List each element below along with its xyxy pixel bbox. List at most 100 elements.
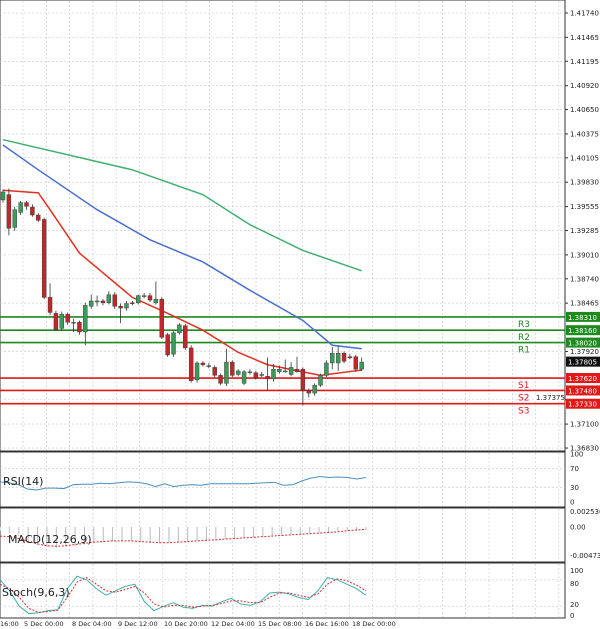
candle-bullish [194, 362, 200, 381]
current-price-label: 1.37805 [568, 359, 597, 367]
candle-bearish [100, 300, 106, 303]
candle-bullish [12, 209, 17, 228]
candle-bearish [347, 356, 353, 358]
stoch-title: Stoch(9,6,3) [2, 586, 70, 599]
candle-bullish [277, 368, 282, 373]
candle-bullish [330, 353, 335, 364]
candle-bearish [183, 325, 188, 349]
candle-bullish [0, 191, 6, 201]
candle-bullish [171, 332, 176, 355]
level-label-s2: S2 [518, 393, 529, 403]
pane-frame-0 [0, 0, 566, 452]
candle-bearish [230, 361, 235, 376]
price-axis-label: 1.40920 [570, 82, 599, 90]
level-price-label: 1.37330 [568, 401, 597, 409]
price-axis-label: 1.37100 [570, 421, 599, 429]
price-axis-label: 1.39285 [570, 227, 599, 235]
pane-frame-1 [0, 451, 566, 508]
stoch-axis-label: 100 [570, 567, 583, 575]
current-price-tag [566, 356, 600, 367]
candle-bullish [318, 375, 323, 386]
price-axis-label: 1.40650 [570, 106, 599, 114]
rsi-axis-label: 30 [570, 484, 579, 492]
level-price-tag [566, 325, 600, 336]
candle-bearish [341, 353, 347, 362]
price-axis-label: 1.37375 [536, 394, 565, 402]
time-axis-label: 16 Dec 16:00 [305, 620, 349, 628]
level-price-tag [566, 337, 600, 348]
level-price-label: 1.38020 [568, 340, 597, 348]
candle-bearish [6, 194, 12, 229]
candle-bullish [271, 368, 276, 380]
price-axis-label: 1.41740 [570, 10, 599, 18]
candle-bearish [36, 214, 41, 221]
price-axis-label: 1.40375 [570, 130, 599, 138]
candle-bearish [300, 368, 306, 391]
candle-bullish [18, 202, 23, 213]
stoch-axis-label: 80 [570, 580, 579, 588]
time-axis-label: 18 Dec 00:00 [352, 620, 396, 628]
candle-bearish [65, 314, 70, 323]
level-label-r2: R2 [518, 333, 530, 343]
candle-bearish [159, 298, 164, 338]
candle-bullish [359, 361, 364, 370]
stoch-axis-label: 20 [570, 601, 579, 609]
level-price-label: 1.38310 [568, 314, 597, 322]
price-axis-label: 1.38740 [570, 275, 599, 283]
candle-bullish [288, 367, 294, 375]
rsi-axis-label: 100 [570, 451, 583, 459]
price-axis-label: 1.40105 [570, 154, 599, 162]
candle-bearish [30, 206, 35, 216]
candle-bearish [306, 390, 311, 394]
price-axis-label: 1.39555 [570, 203, 599, 211]
candle-bullish [94, 300, 100, 303]
candle-bullish [153, 298, 159, 303]
candle-bullish [259, 374, 264, 376]
candle-bearish [118, 306, 123, 309]
candle-bullish [206, 365, 212, 367]
price-axis-label: 1.36830 [570, 445, 599, 453]
level-label-r3: R3 [518, 320, 530, 330]
level-label-r1: R1 [518, 346, 530, 356]
candle-bullish [177, 324, 182, 334]
candle-bullish [312, 384, 317, 394]
candle-bullish [59, 314, 64, 329]
moving-average-line-0 [2, 189, 362, 377]
time-axis-label: 16:00 [0, 620, 19, 628]
candle-bearish [147, 295, 153, 301]
candle-bullish [88, 300, 94, 307]
candle-bullish [141, 295, 147, 297]
candle-bearish [212, 367, 217, 376]
stoch-main-line [0, 575, 367, 615]
macd-axis-label: -0.004736 [570, 552, 600, 560]
moving-average-line-1 [2, 144, 362, 350]
pane-frame-3 [0, 562, 566, 619]
time-axis-label: 10 Dec 20:00 [164, 620, 208, 628]
price-axis-label: 1.41465 [570, 34, 599, 42]
candle-bearish [353, 356, 358, 370]
macd-title: MACD(12,26,9) [8, 533, 92, 546]
rsi-line [0, 476, 367, 491]
candle-bearish [77, 322, 82, 333]
candle-bearish [24, 202, 29, 207]
level-price-tag [566, 311, 600, 322]
level-price-label: 1.37480 [568, 387, 597, 395]
time-axis-label: 12 Dec 04:00 [211, 620, 255, 628]
candle-bullish [71, 322, 76, 324]
candle-bearish [265, 376, 270, 380]
rsi-title: RSI(14) [3, 475, 44, 488]
price-axis-label: 1.39830 [570, 179, 599, 187]
moving-average-line-2 [2, 138, 362, 272]
level-price-label: 1.37620 [568, 375, 597, 383]
price-axis-label: 1.38465 [570, 300, 599, 308]
candle-bullish [283, 370, 288, 373]
candle-bearish [218, 375, 223, 384]
time-axis-label: 15 Dec 08:00 [258, 620, 302, 628]
candle-bearish [47, 297, 53, 313]
time-axis-label: 9 Dec 12:00 [118, 620, 158, 628]
candle-bullish [324, 362, 329, 376]
level-label-s1: S1 [518, 381, 529, 391]
candle-bearish [165, 334, 170, 356]
